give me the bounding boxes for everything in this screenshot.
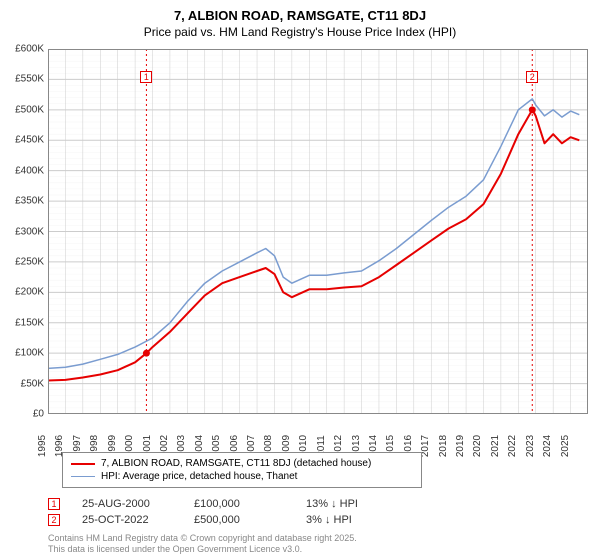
x-tick-label: 2018 bbox=[438, 435, 449, 457]
y-tick-label: £450K bbox=[15, 135, 44, 146]
x-tick-label: 1995 bbox=[37, 435, 48, 457]
chart-marker-box: 2 bbox=[526, 71, 538, 83]
legend-row: 7, ALBION ROAD, RAMSGATE, CT11 8DJ (deta… bbox=[71, 457, 413, 470]
legend-label: HPI: Average price, detached house, Than… bbox=[101, 471, 297, 482]
annotation-delta: 13% ↓ HPI bbox=[306, 498, 396, 510]
chart-container: 7, ALBION ROAD, RAMSGATE, CT11 8DJ Price… bbox=[0, 0, 600, 560]
annotations: 1 25-AUG-2000 £100,000 13% ↓ HPI 2 25-OC… bbox=[48, 496, 588, 528]
y-tick-label: £0 bbox=[33, 409, 44, 420]
y-tick-label: £400K bbox=[15, 165, 44, 176]
legend-row: HPI: Average price, detached house, Than… bbox=[71, 470, 413, 483]
y-axis: £0£50K£100K£150K£200K£250K£300K£350K£400… bbox=[4, 49, 48, 414]
x-tick-label: 2025 bbox=[560, 435, 571, 457]
annotation-price: £100,000 bbox=[194, 498, 284, 510]
x-tick-label: 2023 bbox=[525, 435, 536, 457]
annotation-marker-icon: 1 bbox=[48, 498, 60, 510]
y-tick-label: £50K bbox=[21, 378, 44, 389]
x-tick-label: 2022 bbox=[507, 435, 518, 457]
chart-plot bbox=[48, 49, 588, 414]
chart-area: £0£50K£100K£150K£200K£250K£300K£350K£400… bbox=[48, 49, 588, 414]
y-tick-label: £200K bbox=[15, 287, 44, 298]
annotation-row: 1 25-AUG-2000 £100,000 13% ↓ HPI bbox=[48, 496, 588, 512]
chart-marker-box: 1 bbox=[140, 71, 152, 83]
x-tick-label: 2021 bbox=[490, 435, 501, 457]
footnote-line: Contains HM Land Registry data © Crown c… bbox=[48, 533, 588, 545]
x-axis: 1995199619971998199920002001200220032004… bbox=[48, 414, 588, 448]
x-tick-label: 2024 bbox=[542, 435, 553, 457]
footnote: Contains HM Land Registry data © Crown c… bbox=[48, 533, 588, 556]
annotation-row: 2 25-OCT-2022 £500,000 3% ↓ HPI bbox=[48, 512, 588, 528]
annotation-date: 25-OCT-2022 bbox=[82, 514, 172, 526]
y-tick-label: £100K bbox=[15, 348, 44, 359]
footnote-line: This data is licensed under the Open Gov… bbox=[48, 544, 588, 556]
y-tick-label: £250K bbox=[15, 256, 44, 267]
y-tick-label: £600K bbox=[15, 44, 44, 55]
legend-swatch bbox=[71, 463, 95, 465]
annotation-price: £500,000 bbox=[194, 514, 284, 526]
legend-box: 7, ALBION ROAD, RAMSGATE, CT11 8DJ (deta… bbox=[62, 452, 422, 488]
legend-swatch bbox=[71, 476, 95, 477]
annotation-date: 25-AUG-2000 bbox=[82, 498, 172, 510]
y-tick-label: £150K bbox=[15, 317, 44, 328]
chart-title: 7, ALBION ROAD, RAMSGATE, CT11 8DJ bbox=[0, 0, 600, 23]
y-tick-label: £500K bbox=[15, 104, 44, 115]
x-tick-label: 2019 bbox=[455, 435, 466, 457]
annotation-delta: 3% ↓ HPI bbox=[306, 514, 396, 526]
y-tick-label: £350K bbox=[15, 196, 44, 207]
legend-label: 7, ALBION ROAD, RAMSGATE, CT11 8DJ (deta… bbox=[101, 458, 371, 469]
chart-subtitle: Price paid vs. HM Land Registry's House … bbox=[0, 23, 600, 39]
y-tick-label: £300K bbox=[15, 226, 44, 237]
x-tick-label: 2020 bbox=[472, 435, 483, 457]
y-tick-label: £550K bbox=[15, 74, 44, 85]
annotation-marker-icon: 2 bbox=[48, 514, 60, 526]
